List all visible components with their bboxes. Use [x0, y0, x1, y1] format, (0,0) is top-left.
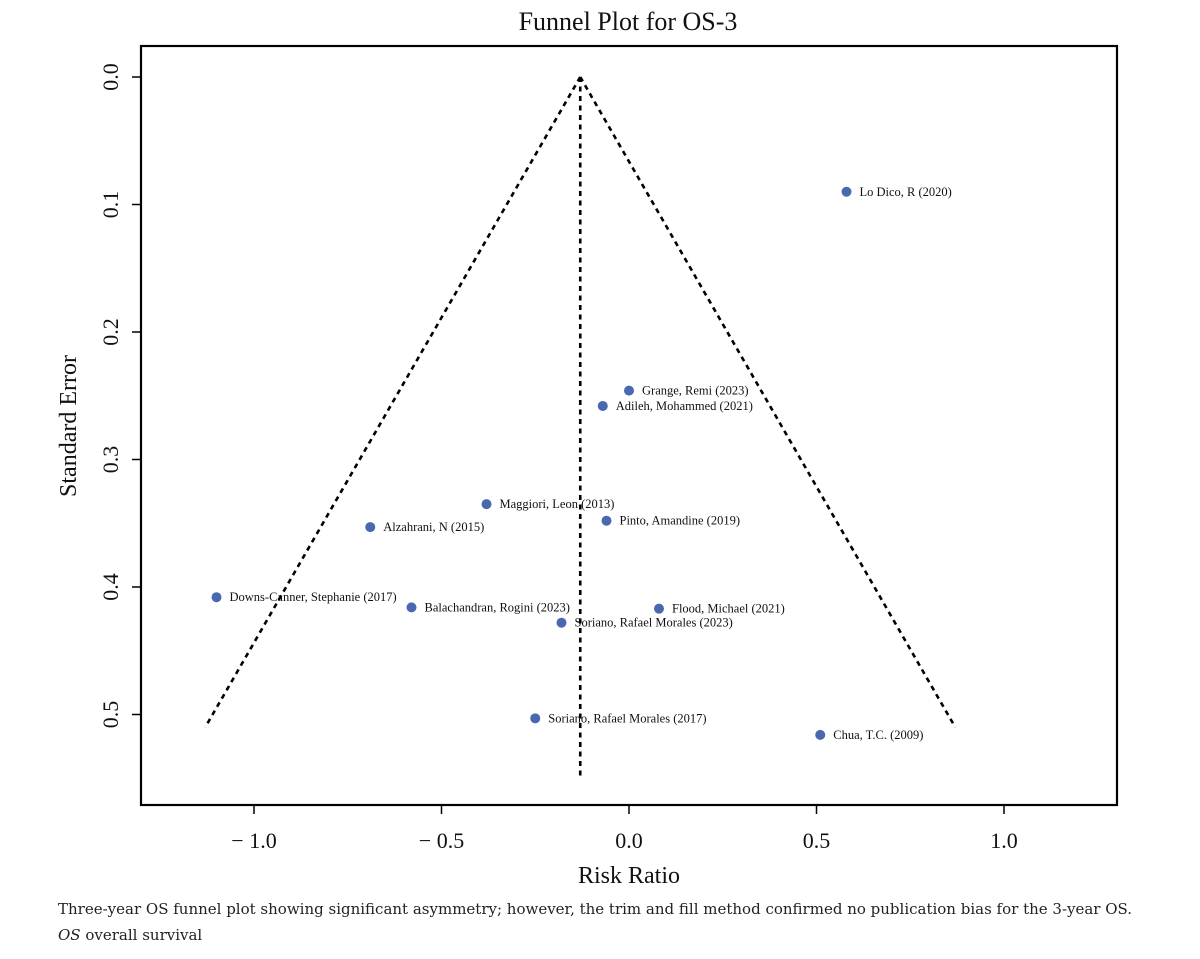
y-axis-label: Standard Error: [56, 355, 82, 497]
study-point: Flood, Michael (2021): [654, 602, 785, 616]
study-label: Balachandran, Rogini (2023): [425, 600, 570, 614]
x-tick-label: 0.0: [615, 828, 643, 853]
y-tick-label: 0.1: [98, 191, 123, 219]
study-marker: [530, 713, 541, 724]
study-marker: [365, 522, 376, 533]
study-marker: [597, 400, 608, 411]
study-marker: [841, 186, 852, 197]
x-axis-label: Risk Ratio: [578, 863, 680, 889]
study-point: Soriano, Rafael Morales (2023): [556, 616, 733, 630]
y-tick-label: 0.3: [98, 446, 123, 474]
data-points: Lo Dico, R (2020) Grange, Remi (2023)Adil…: [211, 185, 952, 742]
study-label: Flood, Michael (2021): [672, 602, 785, 616]
study-label: Soriano, Rafael Morales (2023): [575, 616, 733, 630]
study-point: Pinto, Amandine (2019): [601, 514, 740, 528]
study-point: Maggiori, Leon (2013): [481, 497, 615, 511]
study-label: Lo Dico, R (2020): [860, 185, 952, 199]
y-tick-label: 0.4: [98, 573, 123, 601]
study-marker: [601, 515, 612, 526]
chart-title: Funnel Plot for OS-3: [519, 7, 738, 36]
study-label: Downs-Canner, Stephanie (2017): [230, 590, 397, 604]
y-tick-label: 0.5: [98, 701, 123, 729]
study-point: Balachandran, Rogini (2023): [406, 600, 570, 614]
study-marker: [481, 499, 492, 510]
caption-abbreviation-definition: overall survival: [85, 926, 203, 944]
funnel-plot-figure: Funnel Plot for OS-3 Lo Dico, R (2020) Gr…: [56, 7, 1119, 889]
study-marker: [211, 592, 222, 603]
study-point: Downs-Canner, Stephanie (2017): [211, 590, 397, 604]
study-label: Chua, T.C. (2009): [833, 728, 923, 742]
study-marker: [624, 385, 634, 396]
study-marker: [815, 729, 826, 740]
study-point: Lo Dico, R (2020): [841, 185, 952, 199]
funnel-plot: Funnel Plot for OS-3 Lo Dico, R (2020) Gr…: [56, 7, 1119, 889]
x-tick-label: − 1.0: [231, 828, 276, 853]
x-axis: − 1.0 − 0.5 0.0 0.5 1.0: [231, 805, 1018, 853]
study-label: Soriano, Rafael Morales (2017): [548, 711, 706, 725]
study-point: Soriano, Rafael Morales (2017): [530, 711, 707, 725]
funnel-lines: [204, 76, 957, 780]
study-marker: [654, 603, 664, 614]
study-label: Maggiori, Leon (2013): [500, 497, 615, 511]
y-axis: 0.0 0.1 0.2 0.3 0.4 0.5: [98, 63, 141, 728]
study-point: Chua, T.C. (2009): [815, 728, 923, 742]
study-point: Grange, Remi (2023): [624, 384, 749, 398]
study-label: Pinto, Amandine (2019): [620, 514, 740, 528]
study-label: Adileh, Mohammed (2021): [616, 399, 753, 413]
study-point: Alzahrani, N (2015): [365, 520, 484, 534]
caption-text: Three-year OS funnel plot showing signif…: [58, 900, 1133, 918]
figure-caption: Three-year OS funnel plot showing signif…: [58, 896, 1158, 948]
study-label: Alzahrani, N (2015): [383, 520, 484, 534]
funnel-left-line: [204, 76, 582, 728]
y-tick-label: 0.0: [98, 63, 123, 91]
x-tick-label: 1.0: [990, 828, 1018, 853]
study-point: Adileh, Mohammed (2021): [597, 399, 753, 413]
x-tick-label: − 0.5: [419, 828, 464, 853]
x-tick-label: 0.5: [803, 828, 831, 853]
funnel-right-line: [579, 76, 957, 728]
study-marker: [556, 617, 567, 628]
y-tick-label: 0.2: [98, 318, 123, 346]
study-label: Grange, Remi (2023): [642, 384, 749, 398]
caption-abbreviation: OS: [58, 926, 81, 944]
study-marker: [406, 602, 417, 613]
